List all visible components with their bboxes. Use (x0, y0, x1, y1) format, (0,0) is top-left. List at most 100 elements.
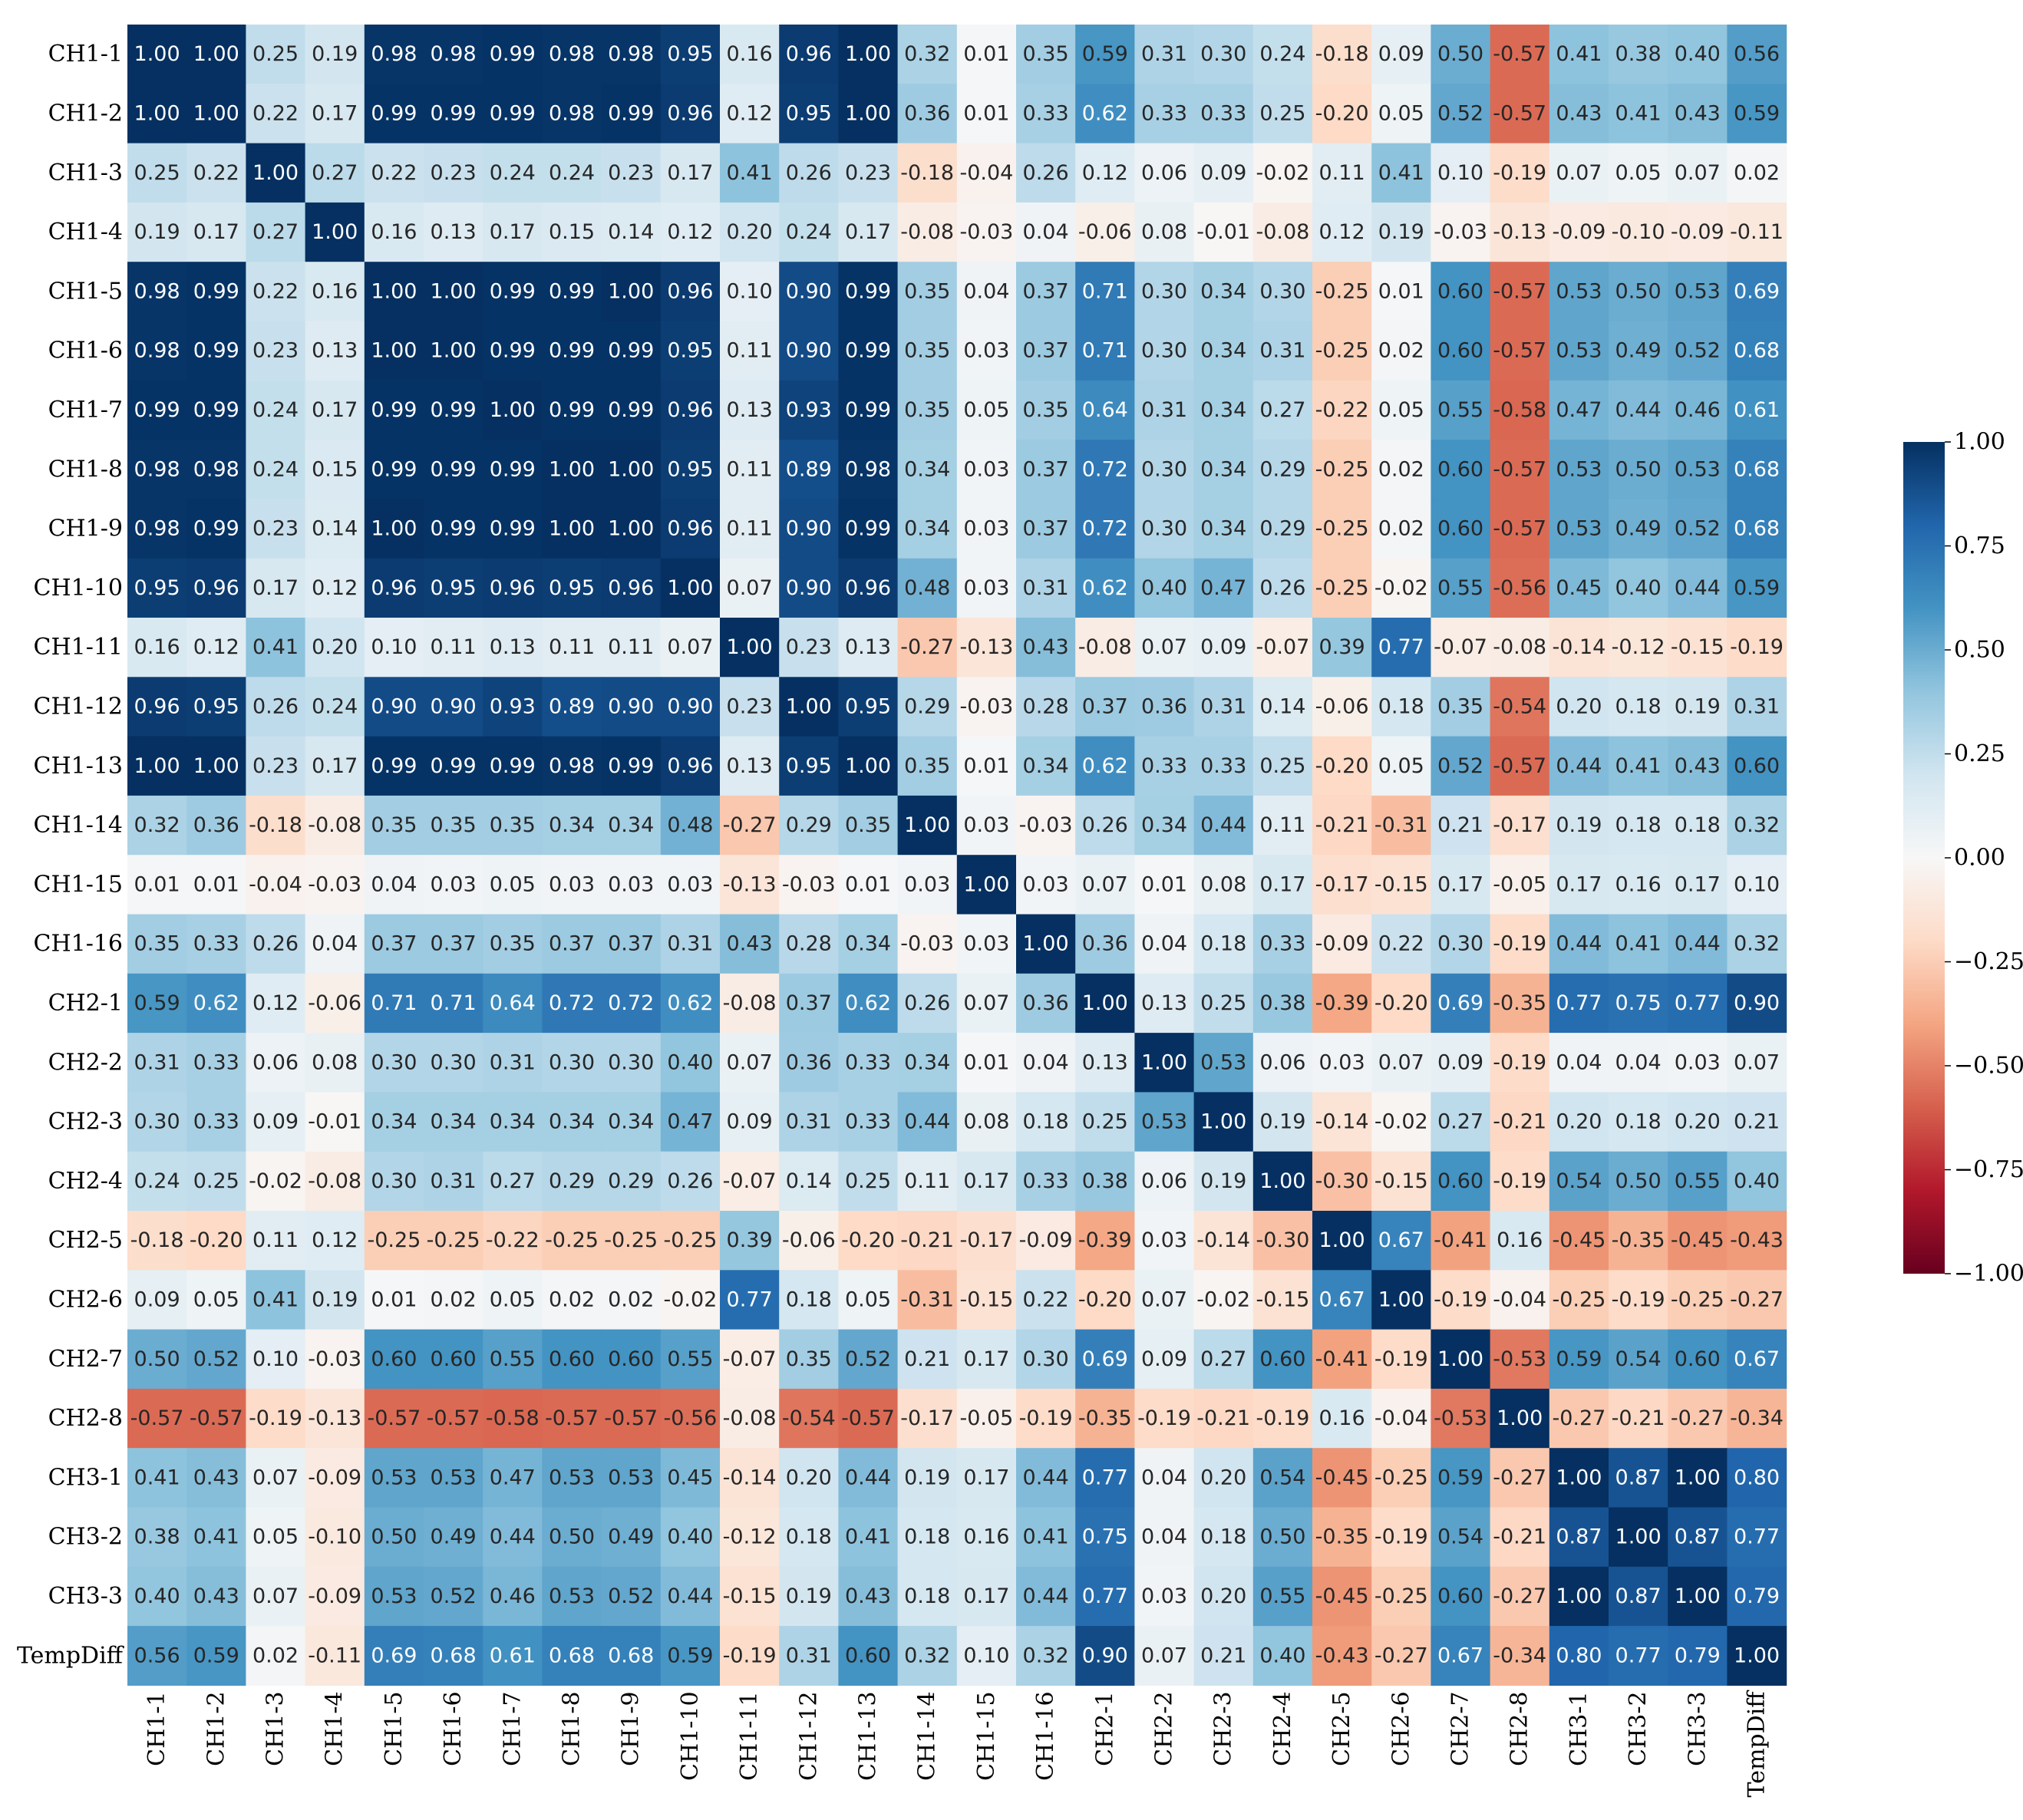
cell-value-label: -0.21 (1196, 1406, 1250, 1430)
cell-value-label: 0.30 (1200, 42, 1246, 66)
cell-value-label: 0.79 (1675, 1644, 1721, 1667)
heatmap-cell (364, 143, 424, 203)
cell-value-label: -0.43 (1730, 1228, 1784, 1252)
heatmap-cell (483, 1033, 543, 1093)
heatmap-cell (779, 202, 839, 262)
heatmap-cell (1075, 380, 1135, 440)
heatmap-cell (1609, 1211, 1668, 1271)
heatmap-cell (1134, 855, 1195, 915)
heatmap-cell (542, 1448, 602, 1508)
heatmap-cell (1312, 321, 1372, 381)
cell-value-label: -0.25 (1375, 1584, 1428, 1608)
heatmap-cell (364, 1033, 424, 1093)
heatmap-cell (720, 1329, 780, 1390)
cell-value-label: 0.30 (371, 1050, 417, 1074)
cell-value-label: 0.87 (1556, 1525, 1602, 1549)
cell-value-label: -0.19 (1493, 1050, 1546, 1074)
cell-value-label: 0.05 (490, 1288, 536, 1311)
cell-value-label: 0.56 (1734, 42, 1780, 66)
heatmap-cell (838, 1329, 899, 1390)
heatmap-cell (1252, 558, 1313, 618)
cell-value-label: 0.19 (786, 1584, 832, 1608)
heatmap-cell (364, 440, 424, 500)
heatmap-cell (956, 1329, 1017, 1390)
heatmap-cell (542, 143, 602, 203)
cell-value-label: 0.11 (1319, 161, 1365, 185)
y-tick-label: CH2-7 (48, 1346, 123, 1373)
cell-value-label: 0.77 (1734, 1525, 1780, 1549)
cell-value-label: -0.06 (1315, 694, 1369, 718)
heatmap-cell (1431, 380, 1491, 440)
heatmap-cell (1312, 855, 1372, 915)
heatmap-cell (1193, 1151, 1254, 1212)
cell-value-label: 0.12 (312, 1228, 358, 1252)
heatmap-cell (897, 1270, 958, 1330)
cell-value-label: 1.00 (727, 635, 773, 659)
heatmap-cell (186, 1033, 246, 1093)
cell-value-label: 0.90 (667, 694, 713, 718)
heatmap-cell (1609, 855, 1668, 915)
cell-value-label: 0.44 (667, 1584, 713, 1608)
heatmap-cell (1490, 973, 1550, 1034)
heatmap-cell (305, 321, 365, 381)
heatmap-cell (542, 1388, 602, 1449)
cell-value-label: 0.09 (1200, 161, 1246, 185)
heatmap-cell (1075, 262, 1135, 322)
heatmap-cell (1134, 618, 1195, 678)
cell-value-label: 0.09 (252, 1110, 299, 1134)
cell-value-label: 0.34 (549, 1110, 595, 1134)
cell-value-label: -0.14 (1196, 1228, 1250, 1252)
cell-value-label: 0.06 (252, 1050, 299, 1074)
x-tick-label: CH1-7 (499, 1691, 526, 1766)
heatmap-cell (483, 321, 543, 381)
cell-value-label: 0.17 (963, 1347, 1009, 1371)
heatmap-cell (897, 558, 958, 618)
cell-value-label: 0.21 (904, 1347, 950, 1371)
cell-value-label: 0.04 (963, 279, 1009, 303)
heatmap-cell (1075, 440, 1135, 500)
cell-value-label: 0.38 (1259, 991, 1305, 1015)
cell-value-label: 0.52 (1675, 339, 1721, 363)
cell-value-label: -0.20 (841, 1228, 895, 1252)
heatmap-cell (1075, 973, 1135, 1034)
cell-value-label: 0.44 (904, 1110, 950, 1134)
heatmap-cell (1549, 973, 1609, 1034)
cell-value-label: -0.07 (1256, 635, 1309, 659)
heatmap-cell (127, 380, 187, 440)
cell-value-label: 0.99 (193, 517, 239, 541)
cell-value-label: 0.99 (431, 517, 477, 541)
heatmap-cell (897, 1388, 958, 1449)
cell-value-label: -0.30 (1256, 1228, 1309, 1252)
x-tick-label: CH2-6 (1388, 1691, 1414, 1766)
heatmap-cell (1727, 795, 1787, 856)
heatmap-cell (364, 973, 424, 1034)
y-tick-label: CH1-1 (48, 41, 123, 68)
y-tick-label: CH1-5 (48, 278, 123, 305)
heatmap-cell (1727, 1388, 1787, 1449)
heatmap-cell (1016, 202, 1076, 262)
heatmap-cell (601, 677, 662, 737)
heatmap-cell (720, 914, 780, 974)
heatmap-cell (1134, 973, 1195, 1034)
heatmap-cell (1371, 1448, 1431, 1508)
heatmap-cell (127, 914, 187, 974)
heatmap-cell (127, 84, 187, 144)
heatmap-cell (601, 1270, 662, 1330)
cell-value-label: 0.75 (1615, 991, 1662, 1015)
heatmap-cell (1252, 1507, 1313, 1568)
cell-value-label: 0.33 (1200, 101, 1246, 125)
heatmap-cell (1549, 202, 1609, 262)
cell-value-label: 0.87 (1675, 1525, 1721, 1549)
cell-value-label: 0.46 (1675, 398, 1721, 422)
heatmap-cell (186, 1270, 246, 1330)
heatmap-cell (1016, 855, 1076, 915)
heatmap-cell (1312, 558, 1372, 618)
heatmap-cell (660, 855, 721, 915)
cell-value-label: -0.25 (1315, 517, 1369, 541)
cell-value-label: 0.03 (667, 872, 713, 896)
cell-value-label: 0.20 (1556, 694, 1602, 718)
cell-value-label: 0.99 (549, 339, 595, 363)
cell-value-label: 0.30 (608, 1050, 654, 1074)
heatmap-cell (246, 321, 306, 381)
cell-value-label: 0.99 (845, 398, 891, 422)
